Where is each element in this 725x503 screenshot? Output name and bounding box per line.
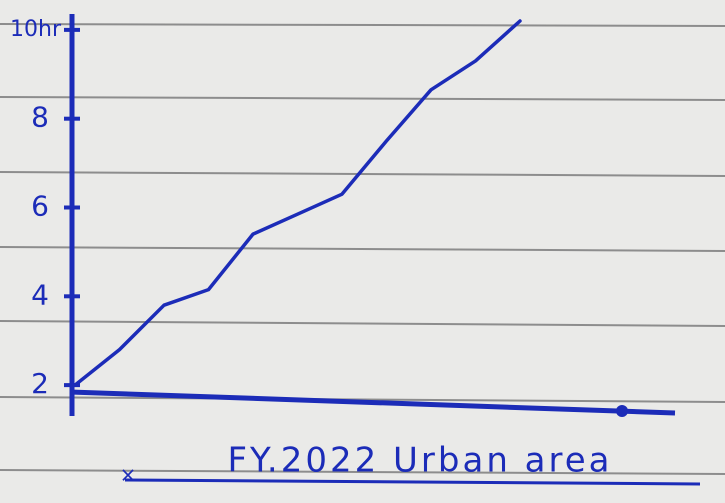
ruled-lines — [0, 23, 725, 475]
title-underline — [124, 478, 701, 486]
x-axis — [69, 389, 676, 416]
y-tick-label: 10hr — [10, 17, 62, 42]
y-tick-label: 2 — [31, 367, 49, 400]
y-tick-label: 4 — [31, 278, 49, 311]
y-tick-label: 6 — [31, 190, 49, 223]
chart-title: FY.2022 Urban area — [227, 441, 612, 481]
y-tick-label: 8 — [31, 101, 49, 134]
line-series — [73, 19, 522, 387]
x-mark: × — [120, 463, 137, 487]
axis-dot — [616, 405, 628, 417]
